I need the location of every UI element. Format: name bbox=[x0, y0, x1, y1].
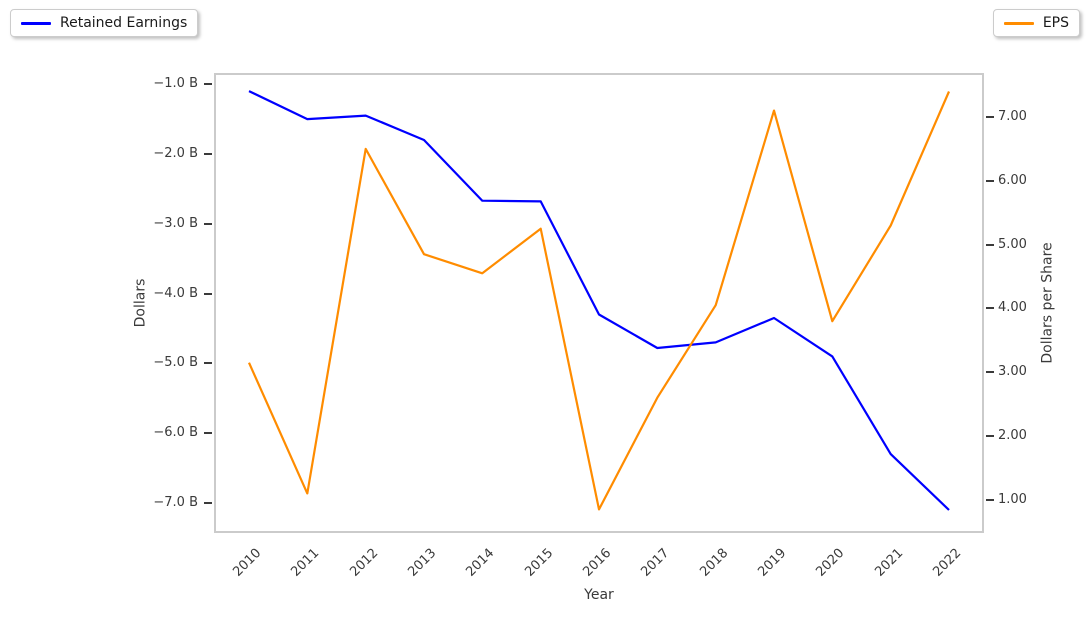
legend-label-eps: EPS bbox=[1042, 15, 1069, 31]
legend-label-retained-earnings: Retained Earnings bbox=[60, 15, 188, 31]
right-y-axis-title-text: Dollars per Share bbox=[1040, 242, 1056, 364]
left-y-tick-label: −1.0 B bbox=[153, 76, 198, 92]
x-axis-title: Year bbox=[584, 587, 614, 603]
left-y-tick-mark bbox=[204, 152, 212, 155]
left-y-axis-title: Dollars bbox=[122, 73, 158, 533]
right-y-tick-mark bbox=[986, 116, 994, 119]
right-y-tick-mark bbox=[986, 179, 994, 182]
legend-retained-earnings: Retained Earnings bbox=[10, 9, 199, 37]
right-y-axis-title: Dollars per Share bbox=[1030, 73, 1066, 533]
left-y-tick-mark bbox=[204, 432, 212, 435]
left-y-tick-mark bbox=[204, 222, 212, 225]
legend-eps: EPS bbox=[992, 9, 1080, 37]
left-y-axis-title-text: Dollars bbox=[132, 278, 149, 328]
right-y-tick-label: 7.00 bbox=[998, 109, 1027, 125]
line-series-eps bbox=[247, 91, 951, 511]
left-y-tick-label: −4.0 B bbox=[153, 285, 198, 301]
right-y-tick-mark bbox=[986, 371, 994, 374]
right-y-tick-label: 5.00 bbox=[998, 236, 1027, 252]
right-y-tick-mark bbox=[986, 435, 994, 438]
left-y-tick-label: −7.0 B bbox=[153, 494, 198, 510]
left-y-tick-label: −6.0 B bbox=[153, 425, 198, 441]
right-y-tick-label: 2.00 bbox=[998, 428, 1027, 444]
right-y-tick-mark bbox=[986, 307, 994, 310]
right-y-tick-label: 1.00 bbox=[998, 491, 1027, 507]
right-y-tick-label: 4.00 bbox=[998, 300, 1027, 316]
right-y-tick-label: 3.00 bbox=[998, 364, 1027, 380]
line-series-retained-earnings bbox=[248, 90, 950, 511]
plot-area bbox=[214, 73, 984, 533]
left-y-tick-mark bbox=[204, 501, 212, 504]
plot-border bbox=[214, 73, 984, 533]
legend-line-swatch-retained-earnings bbox=[21, 21, 51, 25]
right-y-tick-mark bbox=[986, 243, 994, 246]
left-y-tick-mark bbox=[204, 83, 212, 86]
legend-line-swatch-eps bbox=[1003, 21, 1034, 25]
data-lines-svg bbox=[247, 90, 951, 511]
left-y-tick-label: −2.0 B bbox=[153, 145, 198, 161]
right-y-tick-label: 6.00 bbox=[998, 172, 1027, 188]
left-y-tick-mark bbox=[204, 292, 212, 295]
right-y-tick-mark bbox=[986, 498, 994, 501]
left-y-tick-mark bbox=[204, 362, 212, 365]
left-y-tick-label: −5.0 B bbox=[153, 355, 198, 371]
left-y-tick-label: −3.0 B bbox=[153, 215, 198, 231]
